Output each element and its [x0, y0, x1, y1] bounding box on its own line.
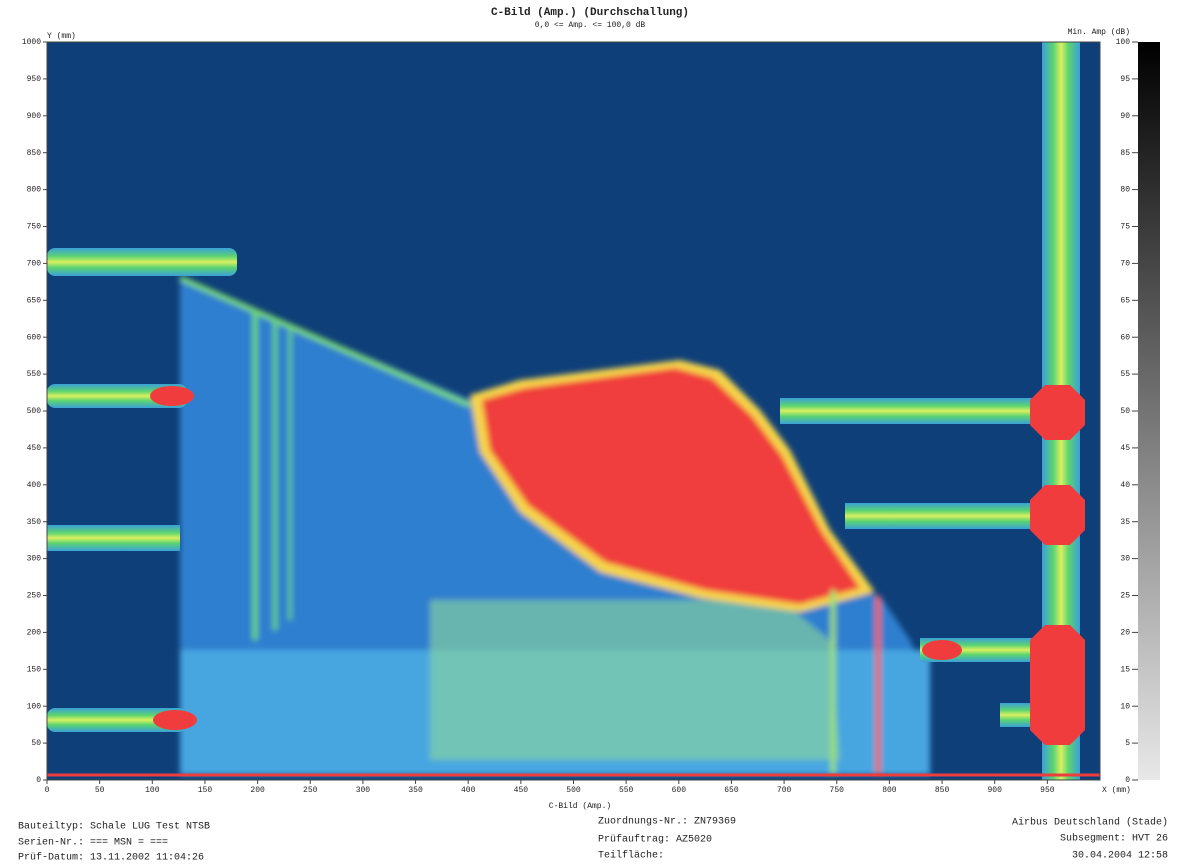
y-tick-label: 400	[27, 481, 42, 490]
colorbar-tick-label: 85	[1120, 149, 1130, 158]
y-tick-label: 1000	[22, 38, 41, 47]
colorbar-tick-label: 40	[1120, 481, 1130, 490]
y-tick-label: 550	[27, 370, 42, 379]
x-tick-label: 0	[45, 786, 50, 795]
y-tick-label: 200	[27, 629, 42, 638]
colorbar-tick-label: 35	[1120, 518, 1130, 527]
y-tick-label: 150	[27, 665, 42, 674]
x-tick-label: 150	[198, 786, 213, 795]
x-tick-label: 200	[250, 786, 265, 795]
footer-text: Airbus Deutschland (Stade)	[1012, 817, 1168, 829]
x-axis-label: X (mm)	[1102, 786, 1131, 795]
chart: C-Bild (Amp.) (Durchschallung) 0,0 <= Am…	[0, 0, 1180, 865]
y-tick-label: 0	[36, 776, 41, 785]
chart-title: C-Bild (Amp.) (Durchschallung)	[491, 7, 689, 19]
colorbar-tick-label: 90	[1120, 112, 1130, 121]
y-tick-label: 650	[27, 296, 42, 305]
x-tick-label: 250	[303, 786, 318, 795]
colorbar-tick-label: 60	[1120, 333, 1130, 342]
y-tick-label: 900	[27, 112, 42, 121]
colorbar-tick-label: 45	[1120, 444, 1130, 453]
y-axis-label: Y (mm)	[47, 32, 76, 41]
x-tick-label: 650	[724, 786, 739, 795]
colorbar-tick-label: 75	[1120, 223, 1130, 232]
footer-text: Zuordnungs-Nr.: ZN79369	[598, 816, 736, 828]
colorbar-tick-label: 50	[1120, 407, 1130, 416]
colorbar-label: Min. Amp (dB)	[1068, 28, 1130, 37]
y-tick-label: 850	[27, 149, 42, 158]
y-tick-label: 100	[27, 702, 42, 711]
footer-text: Bauteiltyp: Schale LUG Test NTSB	[18, 821, 210, 833]
colorbar-tick-label: 100	[1116, 38, 1131, 47]
x-tick-label: 100	[145, 786, 160, 795]
colorbar-tick-label: 25	[1120, 592, 1130, 601]
x-tick-label: 500	[566, 786, 581, 795]
x-tick-label: 700	[777, 786, 792, 795]
colorbar-tick-label: 15	[1120, 665, 1130, 674]
footer-text: 30.04.2004 12:58	[1072, 851, 1168, 862]
scan-image	[47, 42, 1100, 780]
x-tick-label: 850	[935, 786, 950, 795]
y-tick-label: 800	[27, 186, 42, 195]
footer-text: Prüf-Datum: 13.11.2002 11:04:26	[18, 852, 204, 864]
x-tick-label: 50	[95, 786, 105, 795]
y-tick-label: 750	[27, 223, 42, 232]
x-tick-label: 400	[461, 786, 476, 795]
colorbar-tick-label: 10	[1120, 702, 1130, 711]
x-tick-label: 450	[514, 786, 529, 795]
y-tick-label: 300	[27, 555, 42, 564]
footer-text: Prüfauftrag: AZ5020	[598, 834, 712, 846]
x-tick-label: 550	[619, 786, 634, 795]
x-tick-label: 750	[830, 786, 845, 795]
y-tick-label: 700	[27, 260, 42, 269]
colorbar-tick-label: 65	[1120, 296, 1130, 305]
x-bottom-label: C-Bild (Amp.)	[549, 802, 611, 811]
colorbar-tick-label: 5	[1125, 739, 1130, 748]
colorbar-tick-label: 55	[1120, 370, 1130, 379]
y-tick-label: 950	[27, 75, 42, 84]
y-tick-label: 600	[27, 333, 42, 342]
x-tick-label: 350	[408, 786, 423, 795]
x-tick-label: 800	[882, 786, 897, 795]
colorbar-tick-label: 0	[1125, 776, 1130, 785]
y-tick-label: 250	[27, 592, 42, 601]
colorbar-tick-label: 95	[1120, 75, 1130, 84]
y-tick-label: 450	[27, 444, 42, 453]
chart-subtitle: 0,0 <= Amp. <= 100,0 dB	[535, 21, 646, 30]
x-tick-label: 600	[672, 786, 687, 795]
x-tick-label: 950	[1040, 786, 1055, 795]
y-tick-label: 350	[27, 518, 42, 527]
colorbar-tick-label: 70	[1120, 260, 1130, 269]
colorbar-tick-label: 20	[1120, 629, 1130, 638]
x-tick-label: 900	[987, 786, 1002, 795]
footer-text: Serien-Nr.: === MSN = ===	[18, 837, 168, 849]
x-tick-label: 300	[356, 786, 371, 795]
footer-text: Teilfläche:	[598, 850, 664, 862]
colorbar-tick-label: 30	[1120, 555, 1130, 564]
footer-text: Subsegment: HVT 26	[1060, 833, 1168, 845]
y-tick-label: 50	[31, 739, 41, 748]
colorbar-tick-label: 80	[1120, 186, 1130, 195]
colorbar	[1138, 42, 1160, 780]
y-tick-label: 500	[27, 407, 42, 416]
